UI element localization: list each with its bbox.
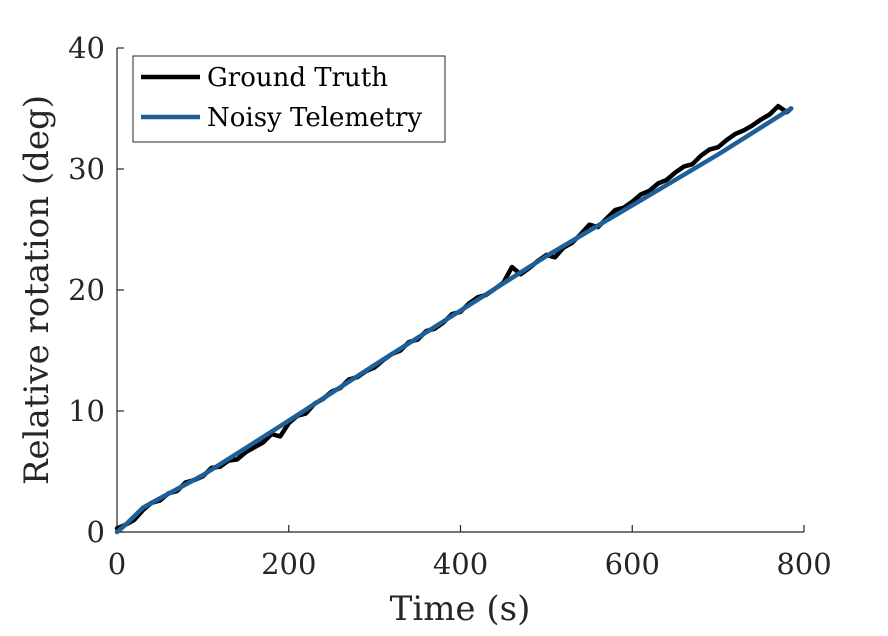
y-tick-label: 10 <box>68 394 105 428</box>
x-tick-label: 600 <box>605 547 660 581</box>
y-axis-label: Relative rotation (deg) <box>17 95 57 485</box>
y-tick-label: 20 <box>68 273 105 307</box>
series-lines <box>114 103 794 535</box>
y-tick-label: 0 <box>87 515 105 549</box>
y-ticks: 0 10 20 30 40 <box>68 31 124 549</box>
x-tick-label: 200 <box>261 547 316 581</box>
x-tick-label: 400 <box>433 547 488 581</box>
legend: Ground Truth Noisy Telemetry <box>132 55 446 143</box>
x-tick-label: 800 <box>776 547 831 581</box>
legend-label-ground-truth: Ground Truth <box>207 63 388 93</box>
y-tick-label: 30 <box>68 152 105 186</box>
y-tick-label: 40 <box>68 31 105 65</box>
series-line-noisy-telemetry <box>114 106 794 535</box>
legend-box <box>132 55 446 143</box>
x-axis-label: Time (s) <box>390 589 531 629</box>
x-tick-label: 0 <box>108 547 126 581</box>
x-ticks: 0 200 400 600 800 <box>108 525 832 581</box>
legend-label-noisy-telemetry: Noisy Telemetry <box>207 103 422 133</box>
